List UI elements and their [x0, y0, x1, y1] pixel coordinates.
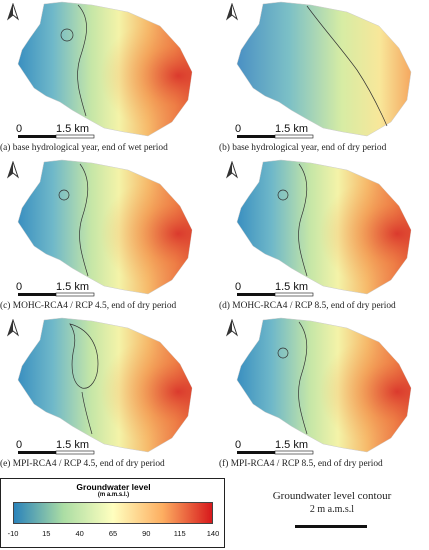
- contour-line: [306, 5, 388, 127]
- legend-tick: 115: [173, 529, 186, 538]
- legend-tick: 140: [206, 529, 220, 538]
- groundwater-map-b: 0 1.5 km: [226, 1, 412, 139]
- legend-tick: 90: [142, 529, 151, 538]
- map-panel-b: 0 1.5 km (b) base hydrological year, end…: [219, 0, 429, 158]
- legend-title: Groundwater level: [76, 482, 151, 492]
- scale-zero: 0: [16, 439, 22, 451]
- contour-line: [79, 163, 89, 277]
- north-arrow-icon: [226, 319, 238, 336]
- contour-closed: [58, 189, 70, 201]
- panel-caption: (d) MOHC-RCA4 / RCP 8.5, end of dry peri…: [219, 301, 396, 311]
- north-arrow-icon: [7, 319, 19, 336]
- scale-distance: 1.5 km: [275, 281, 308, 293]
- contour-line: [298, 163, 308, 277]
- map-panel-c: 0 1.5 km (c) MOHC-RCA4 / RCP 4.5, end of…: [0, 158, 210, 316]
- scale-distance: 1.5 km: [56, 123, 89, 135]
- north-arrow-icon: [226, 3, 238, 20]
- map-panel-a: 0 1.5 km (a) base hydrological year, end…: [0, 0, 210, 158]
- contour-legend: Groundwater level contour 2 m a.m.s.l: [237, 478, 427, 548]
- contour-line: [77, 4, 87, 117]
- north-arrow-icon: [226, 161, 238, 178]
- contour-legend-title: Groundwater level contour: [272, 490, 392, 502]
- map-panel-e: 0 1.5 km (e) MPI-RCA4 / RCP 4.5, end of …: [0, 316, 210, 474]
- scale-zero: 0: [16, 123, 22, 135]
- groundwater-map-e: 0 1.5 km: [7, 317, 193, 455]
- north-arrow-icon: [7, 3, 19, 20]
- legend-colorbar: [13, 502, 213, 524]
- panel-caption: (f) MPI-RCA4 / RCP 8.5, end of dry perio…: [219, 459, 383, 469]
- map-panel-f: 0 1.5 km (f) MPI-RCA4 / RCP 8.5, end of …: [219, 316, 429, 474]
- groundwater-map-a: 0 1.5 km: [7, 1, 193, 139]
- legend-unit: (m a.m.s.l.): [97, 492, 130, 498]
- contour-line: [69, 323, 99, 389]
- scale-zero: 0: [235, 439, 241, 451]
- scale-zero: 0: [235, 281, 241, 293]
- contour-line: [298, 321, 308, 435]
- scale-distance: 1.5 km: [56, 439, 89, 451]
- legend-tick: 40: [75, 529, 84, 538]
- map-panel-d: 0 1.5 km (d) MOHC-RCA4 / RCP 8.5, end of…: [219, 158, 429, 316]
- panel-caption: (e) MPI-RCA4 / RCP 4.5, end of dry perio…: [0, 459, 165, 469]
- legend-tick: -10: [7, 529, 19, 538]
- scale-zero: 0: [235, 123, 241, 135]
- scale-distance: 1.5 km: [275, 123, 308, 135]
- contour-closed: [60, 28, 74, 42]
- groundwater-legend: Groundwater level (m a.m.s.l.) -10 15 40…: [0, 478, 225, 548]
- contour-legend-value: 2 m a.m.s.l: [309, 504, 355, 515]
- contour-legend-line: [295, 525, 367, 528]
- panel-caption: (a) base hydrological year, end of wet p…: [0, 143, 168, 153]
- groundwater-map-c: 0 1.5 km: [7, 159, 193, 297]
- panel-caption: (b) base hydrological year, end of dry p…: [219, 143, 387, 153]
- scale-distance: 1.5 km: [56, 281, 89, 293]
- legend-tick: 15: [42, 529, 51, 538]
- scale-distance: 1.5 km: [275, 439, 308, 451]
- north-arrow-icon: [7, 161, 19, 178]
- panel-caption: (c) MOHC-RCA4 / RCP 4.5, end of dry peri…: [0, 301, 177, 311]
- scale-zero: 0: [16, 281, 22, 293]
- contour-closed: [277, 189, 289, 201]
- groundwater-map-f: 0 1.5 km: [226, 317, 412, 455]
- contour-line: [81, 391, 93, 435]
- groundwater-map-d: 0 1.5 km: [226, 159, 412, 297]
- study-area: [236, 1, 412, 137]
- contour-closed: [277, 347, 289, 359]
- legend-tick: 65: [108, 529, 118, 538]
